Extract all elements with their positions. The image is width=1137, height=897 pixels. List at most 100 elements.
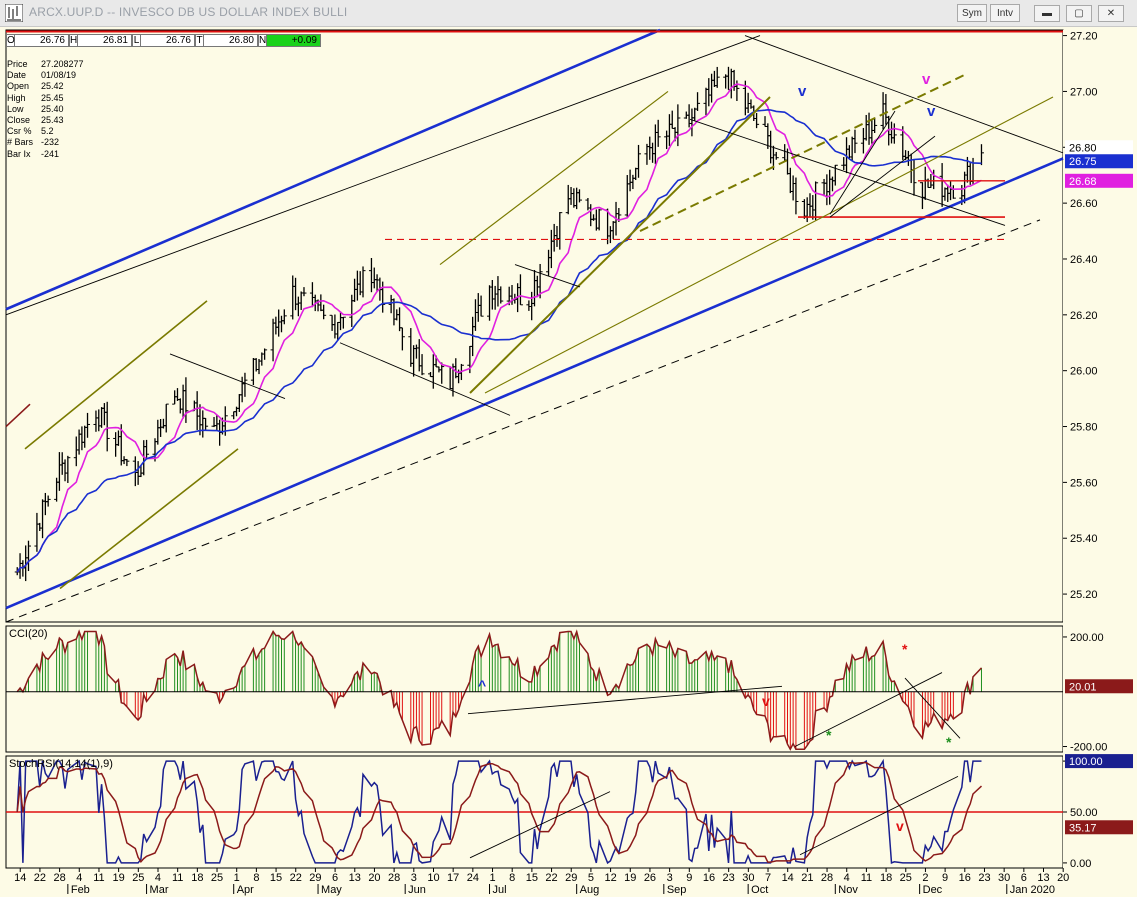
stoch-value-label: 100.00 <box>1069 756 1103 768</box>
x-axis-day-label: 3 <box>667 872 673 884</box>
x-axis-day-label: 7 <box>765 872 771 884</box>
info-row: Csr % 5.2 <box>7 126 84 137</box>
info-value: 27.208277 <box>41 59 84 69</box>
stochrsi-title: StochRSI(14,14(1),9) <box>9 758 113 770</box>
ohlc-last-label: T <box>195 34 204 47</box>
restore-icon: ▢ <box>1074 8 1084 19</box>
price-annotation: v <box>798 83 807 100</box>
info-key: Csr % <box>7 126 32 137</box>
close-icon: ✕ <box>1106 8 1116 19</box>
x-axis-day-label: 17 <box>447 872 459 884</box>
info-row: Open 25.42 <box>7 81 84 92</box>
right-scale-area <box>1063 30 1137 868</box>
cci-histogram <box>19 631 982 750</box>
stoch-value-label: 35.17 <box>1069 822 1097 834</box>
x-axis-month-label: Jun <box>408 884 426 896</box>
info-row: # Bars -232 <box>7 137 84 148</box>
x-axis-day-label: 11 <box>93 872 104 884</box>
symbol-button-label: Sym <box>962 7 982 19</box>
x-axis-day-label: 29 <box>309 872 321 884</box>
dashed-support-line <box>5 219 1041 623</box>
price-annotation: v <box>922 71 931 88</box>
info-value: 25.43 <box>41 115 64 126</box>
stoch-trend-line <box>799 775 959 856</box>
x-axis-month-label: Apr <box>237 884 254 896</box>
cursor-info-panel: Price 27.208277 Date 01/08/19 Open 25.42 Hi… <box>7 59 84 160</box>
info-value: 01/08/19 <box>41 70 77 81</box>
interval-button[interactable]: Intv <box>990 4 1020 22</box>
x-axis-day-label: 19 <box>113 872 125 884</box>
price-panel <box>5 29 1064 623</box>
price-tag-label: 26.68 <box>1069 176 1097 188</box>
short-trend-line <box>829 135 936 218</box>
cci-annotation: * <box>826 727 832 743</box>
cci-title: CCI(20) <box>9 628 48 640</box>
symbol-button[interactable]: Sym <box>957 4 987 22</box>
price-tag <box>1065 154 1133 169</box>
x-axis-month-label: Dec <box>923 884 943 896</box>
x-axis-day-label: 20 <box>1057 872 1069 884</box>
x-axis-day-label: 4 <box>155 872 161 884</box>
ma-long-line <box>16 108 982 573</box>
title-bar[interactable]: ARCX.UUP.D -- INVESCO DB US DOLLAR INDEX… <box>0 0 1137 27</box>
olive-dashed-line <box>639 73 966 232</box>
x-axis-month-label: Aug <box>580 884 600 896</box>
restore-button[interactable]: ▢ <box>1066 5 1092 22</box>
x-axis-month-label: Nov <box>838 884 858 896</box>
price-axis-label: 25.60 <box>1070 477 1098 489</box>
info-value: -241 <box>41 148 60 159</box>
x-axis-day-label: 21 <box>801 872 813 884</box>
price-tag <box>1065 140 1133 155</box>
x-axis-day-label: 26 <box>644 872 656 884</box>
x-axis-day-label: 13 <box>1037 872 1049 884</box>
x-axis-day-label: 16 <box>959 872 971 884</box>
olive-stub-line <box>5 403 31 428</box>
stoch-value-tag <box>1065 754 1133 769</box>
x-axis-day-label: 15 <box>526 872 538 884</box>
x-axis-month-label: Mar <box>150 884 169 896</box>
info-value: 25.40 <box>41 103 64 114</box>
ohlc-last-value: 26.80 <box>204 34 258 47</box>
ohlc-low-value: 26.76 <box>141 34 195 47</box>
stoch-axis-label: 0.00 <box>1070 858 1091 870</box>
stoch-slow-line <box>16 761 983 864</box>
channel-mid-line <box>5 35 761 316</box>
x-axis-day-label: 9 <box>686 872 692 884</box>
price-axis-label: 26.60 <box>1070 198 1098 210</box>
minimize-button[interactable]: ▬ <box>1034 5 1060 22</box>
price-tag <box>1065 173 1133 188</box>
olive-long-line <box>484 96 1054 394</box>
info-key: # Bars <box>7 137 34 148</box>
x-axis-day-label: 18 <box>191 872 203 884</box>
x-axis-day-label: 25 <box>900 872 912 884</box>
info-value: -232 <box>41 137 60 148</box>
x-axis-day-label: 30 <box>742 872 754 884</box>
x-axis-day-label: 25 <box>132 872 144 884</box>
price-tag-label: 26.75 <box>1069 156 1097 168</box>
x-axis-day-label: 6 <box>1021 872 1027 884</box>
x-axis-day-label: 28 <box>821 872 833 884</box>
price-axis-label: 26.40 <box>1070 254 1098 266</box>
ohlc-open-label: O <box>6 34 15 47</box>
x-axis-month-label: Jan 2020 <box>1010 884 1055 896</box>
minimize-icon: ▬ <box>1042 8 1052 19</box>
ohlc-net-label: N <box>258 34 267 47</box>
stoch-fast-line <box>16 758 982 865</box>
info-key: Open <box>7 81 30 92</box>
x-axis-day-label: 19 <box>624 872 636 884</box>
x-axis-day-label: 14 <box>14 872 26 884</box>
x-axis-day-label: 8 <box>509 872 515 884</box>
cci-annotation: ^ <box>478 677 486 693</box>
stoch-value-tag <box>1065 820 1133 835</box>
short-trend-line <box>689 118 1006 226</box>
x-axis-month-label: Jul <box>493 884 507 896</box>
price-tag-label: 26.80 <box>1069 142 1097 154</box>
short-trend-line <box>339 342 511 416</box>
ohlc-high-value: 26.81 <box>78 34 132 47</box>
x-axis-day-label: 4 <box>76 872 82 884</box>
short-trend-line <box>514 264 581 288</box>
close-button[interactable]: ✕ <box>1098 5 1124 22</box>
window-title: ARCX.UUP.D -- INVESCO DB US DOLLAR INDEX… <box>29 5 348 19</box>
